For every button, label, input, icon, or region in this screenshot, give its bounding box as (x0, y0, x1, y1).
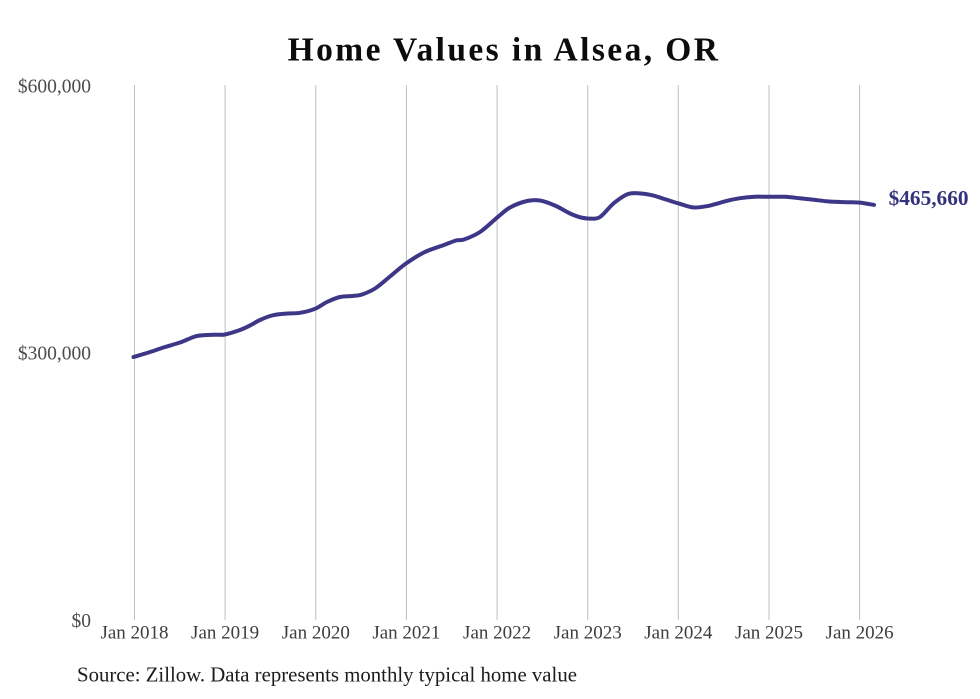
svg-text:Jan 2021: Jan 2021 (372, 623, 440, 644)
svg-text:Source: Zillow. Data represent: Source: Zillow. Data represents monthly … (77, 664, 577, 687)
svg-text:Jan 2020: Jan 2020 (282, 623, 350, 644)
svg-text:Jan 2019: Jan 2019 (191, 623, 259, 644)
svg-text:Home Values in Alsea, OR: Home Values in Alsea, OR (288, 32, 721, 69)
svg-text:$300,000: $300,000 (18, 344, 91, 365)
svg-text:Jan 2025: Jan 2025 (735, 623, 803, 644)
svg-text:Jan 2024: Jan 2024 (644, 623, 713, 644)
svg-text:Jan 2018: Jan 2018 (100, 623, 168, 644)
svg-text:Jan 2026: Jan 2026 (826, 623, 894, 644)
svg-text:$0: $0 (72, 611, 92, 632)
svg-text:Jan 2022: Jan 2022 (463, 623, 531, 644)
svg-text:$600,000: $600,000 (18, 77, 91, 98)
svg-text:$465,660: $465,660 (889, 186, 969, 210)
svg-text:Jan 2023: Jan 2023 (554, 623, 622, 644)
